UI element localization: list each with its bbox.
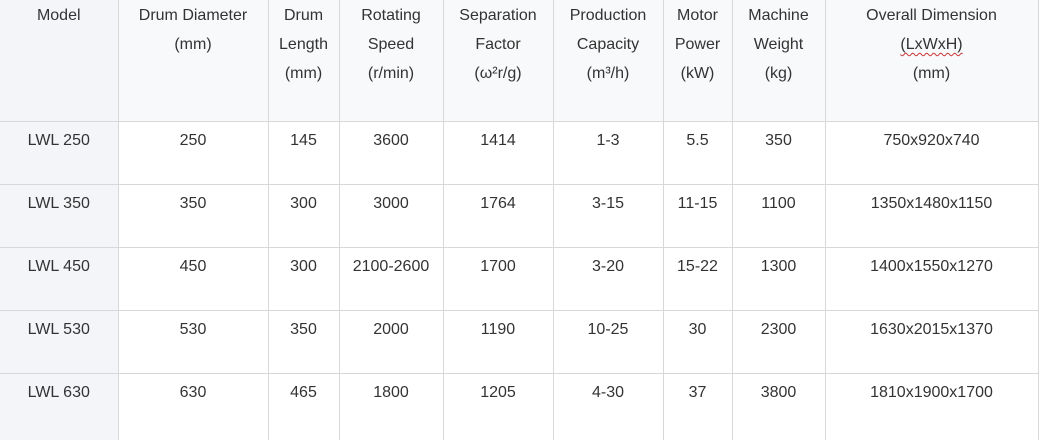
header-line-spellchecked: (LxWxH) (828, 30, 1036, 59)
cell-motor-power: 37 (662, 372, 733, 440)
cell-production-capacity: 4-30 (552, 372, 664, 440)
table-row: LWL 530 530 350 2000 1190 10-25 30 2300 … (0, 309, 1039, 374)
spellcheck-underlined-text: (LxWxH) (900, 36, 963, 53)
cell-model: LWL 250 (0, 120, 119, 185)
header-line: Capacity (576, 36, 640, 53)
cell-motor-power: 15-22 (662, 246, 733, 311)
cell-model: LWL 350 (0, 183, 119, 248)
cell-drum-diameter: 350 (117, 183, 269, 248)
header-motor-power: Motor Power (kW) (662, 0, 733, 122)
cell-rotating-speed: 1800 (338, 372, 444, 440)
cell-overall-dimension: 1400x1550x1270 (824, 246, 1039, 311)
cell-machine-weight: 1100 (731, 183, 826, 248)
header-line: Power (674, 36, 721, 53)
cell-rotating-speed: 2100-2600 (338, 246, 444, 311)
header-unit: (kW) (680, 65, 715, 82)
cell-drum-length: 350 (267, 309, 340, 374)
cell-model: LWL 450 (0, 246, 119, 311)
cell-drum-length: 145 (267, 120, 340, 185)
header-line: Overall Dimension (866, 7, 997, 24)
header-production-capacity: Production Capacity (m³/h) (552, 0, 664, 122)
header-line: Separation (459, 7, 537, 24)
header-drum-diameter: Drum Diameter (mm) (117, 0, 269, 122)
cell-overall-dimension: 1630x2015x1370 (824, 309, 1039, 374)
cell-motor-power: 30 (662, 309, 733, 374)
header-line: Weight (753, 36, 804, 53)
cell-drum-diameter: 450 (117, 246, 269, 311)
cell-separation-factor: 1190 (442, 309, 554, 374)
cell-model: LWL 630 (0, 372, 119, 440)
header-drum-length: Drum Length (mm) (267, 0, 340, 122)
cell-motor-power: 11-15 (662, 183, 733, 248)
header-rotating-speed: Rotating Speed (r/min) (338, 0, 444, 122)
cell-model: LWL 530 (0, 309, 119, 374)
table-row: LWL 450 450 300 2100-2600 1700 3-20 15-2… (0, 246, 1039, 311)
cell-production-capacity: 3-20 (552, 246, 664, 311)
header-model: Model (0, 0, 119, 122)
header-unit: (mm) (284, 65, 323, 82)
header-unit: (m³/h) (586, 65, 630, 82)
cell-machine-weight: 350 (731, 120, 826, 185)
cell-overall-dimension: 1810x1900x1700 (824, 372, 1039, 440)
cell-overall-dimension: 1350x1480x1150 (824, 183, 1039, 248)
header-unit: (kg) (764, 65, 793, 82)
header-line: Drum Diameter (138, 7, 248, 24)
cell-machine-weight: 3800 (731, 372, 826, 440)
cell-production-capacity: 3-15 (552, 183, 664, 248)
cell-machine-weight: 2300 (731, 309, 826, 374)
cell-overall-dimension: 750x920x740 (824, 120, 1039, 185)
header-machine-weight: Machine Weight (kg) (731, 0, 826, 122)
cell-drum-diameter: 630 (117, 372, 269, 440)
table-row: LWL 250 250 145 3600 1414 1-3 5.5 350 75… (0, 120, 1039, 185)
header-row: Model Drum Diameter (mm) Drum Length (mm… (0, 0, 1039, 122)
cell-separation-factor: 1764 (442, 183, 554, 248)
cell-separation-factor: 1414 (442, 120, 554, 185)
header-line: Model (36, 7, 81, 24)
header-unit: (ω²r/g) (474, 65, 522, 82)
header-overall-dimension: Overall Dimension (LxWxH) (mm) (824, 0, 1039, 122)
cell-rotating-speed: 2000 (338, 309, 444, 374)
header-line: Production (569, 7, 647, 24)
cell-drum-length: 300 (267, 246, 340, 311)
header-line: Machine (748, 7, 809, 24)
cell-separation-factor: 1205 (442, 372, 554, 440)
cell-production-capacity: 10-25 (552, 309, 664, 374)
cell-drum-diameter: 250 (117, 120, 269, 185)
header-line: Length (279, 36, 328, 53)
table-row: LWL 630 630 465 1800 1205 4-30 37 3800 1… (0, 372, 1039, 440)
cell-drum-length: 300 (267, 183, 340, 248)
cell-drum-diameter: 530 (117, 309, 269, 374)
header-separation-factor: Separation Factor (ω²r/g) (442, 0, 554, 122)
header-line: Drum (283, 7, 324, 24)
header-line: Speed (367, 36, 415, 53)
header-line: Factor (475, 36, 521, 53)
cell-rotating-speed: 3000 (338, 183, 444, 248)
header-line: Rotating (361, 7, 421, 24)
header-unit: (mm) (912, 65, 951, 82)
header-unit: (mm) (174, 36, 212, 53)
cell-machine-weight: 1300 (731, 246, 826, 311)
header-unit: (r/min) (367, 65, 415, 82)
cell-rotating-speed: 3600 (338, 120, 444, 185)
cell-separation-factor: 1700 (442, 246, 554, 311)
table-row: LWL 350 350 300 3000 1764 3-15 11-15 110… (0, 183, 1039, 248)
cell-production-capacity: 1-3 (552, 120, 664, 185)
cell-drum-length: 465 (267, 372, 340, 440)
cell-motor-power: 5.5 (662, 120, 733, 185)
header-line: Motor (677, 7, 718, 24)
